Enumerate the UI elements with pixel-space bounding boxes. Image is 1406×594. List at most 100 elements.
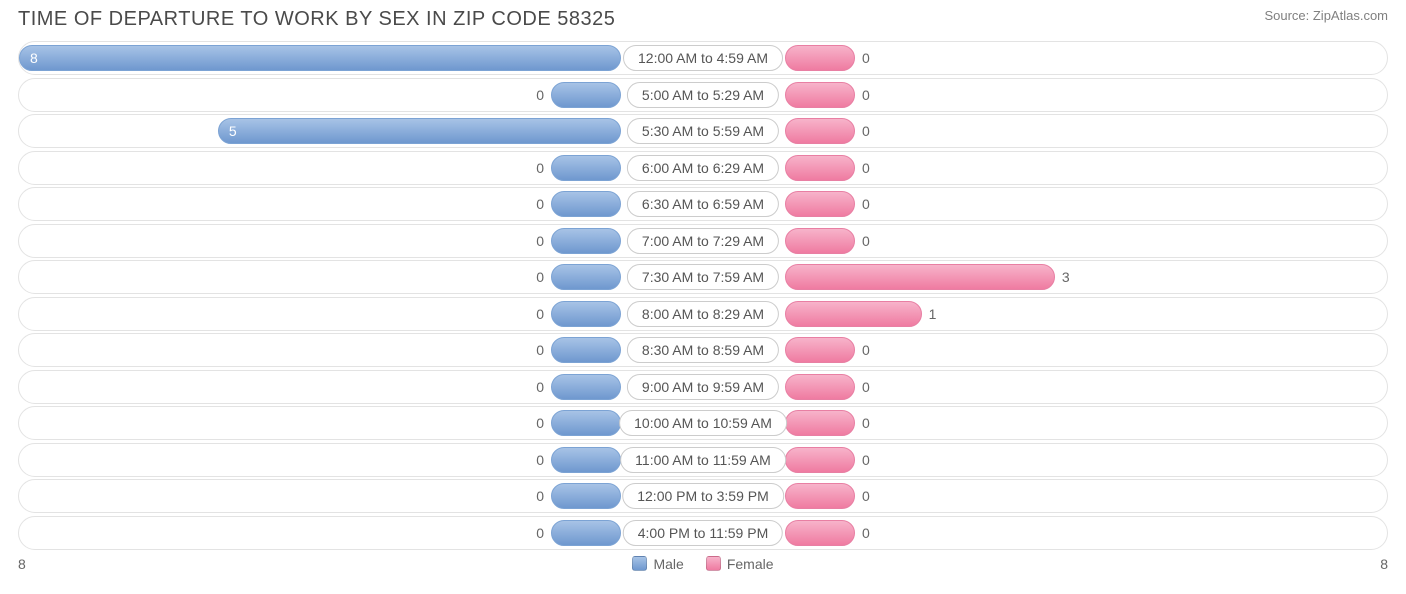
female-value: 0	[862, 452, 870, 468]
female-value: 0	[862, 342, 870, 358]
time-range-label: 11:00 AM to 11:59 AM	[620, 447, 786, 473]
male-bar: 0	[551, 82, 621, 108]
male-half: 0	[19, 298, 703, 330]
time-range-label: 7:00 AM to 7:29 AM	[627, 228, 779, 254]
chart-row: 12:00 AM to 4:59 AM80	[18, 41, 1388, 75]
female-half: 0	[703, 371, 1387, 403]
male-bar: 5	[218, 118, 621, 144]
chart-row: 5:00 AM to 5:29 AM0 0	[18, 78, 1388, 112]
chart-row: 7:00 AM to 7:29 AM00	[18, 224, 1388, 258]
male-value: 0	[536, 452, 544, 468]
female-value: 0	[862, 123, 870, 139]
legend-item-female: Female	[706, 556, 774, 572]
female-half: 0	[703, 225, 1387, 257]
legend-item-male: Male	[632, 556, 683, 572]
male-bar: 0	[551, 374, 621, 400]
female-half: 0	[703, 444, 1387, 476]
female-value: 0	[862, 415, 870, 431]
male-half: 0	[19, 261, 703, 293]
female-half: 0	[703, 79, 1387, 111]
chart-row: 6:00 AM to 6:29 AM00	[18, 151, 1388, 185]
chart-row: 6:30 AM to 6:59 AM00	[18, 187, 1388, 221]
chart-row: 10:00 AM to 10:59 AM00	[18, 406, 1388, 440]
male-value: 0	[536, 196, 544, 212]
female-bar: 3	[785, 264, 1055, 290]
male-half: 0	[19, 152, 703, 184]
chart-title: TIME OF DEPARTURE TO WORK BY SEX IN ZIP …	[18, 8, 615, 31]
diverging-bar-chart: 12:00 AM to 4:59 AM805:00 AM to 5:29 AM0…	[18, 41, 1388, 550]
male-half: 0	[19, 444, 703, 476]
male-bar: 0	[551, 228, 621, 254]
male-half: 5	[19, 115, 703, 147]
male-bar: 0	[551, 155, 621, 181]
male-value: 0	[536, 488, 544, 504]
time-range-label: 5:00 AM to 5:29 AM	[627, 82, 779, 108]
female-value: 0	[862, 525, 870, 541]
male-half: 0	[19, 407, 703, 439]
chart-row: 8:00 AM to 8:29 AM 0 1	[18, 297, 1388, 331]
axis-left-max: 8	[18, 556, 26, 572]
female-bar: 0	[785, 155, 855, 181]
male-half: 8	[19, 42, 703, 74]
time-range-label: 4:00 PM to 11:59 PM	[623, 520, 783, 546]
male-half: 0	[19, 334, 703, 366]
female-bar: 0	[785, 447, 855, 473]
male-value: 8	[30, 50, 38, 66]
female-bar: 1	[785, 301, 922, 327]
time-range-label: 5:30 AM to 5:59 AM	[627, 118, 779, 144]
male-half: 0	[19, 79, 703, 111]
male-value: 0	[536, 415, 544, 431]
legend-label-female: Female	[727, 556, 774, 572]
female-value: 0	[862, 196, 870, 212]
female-half: 0	[703, 517, 1387, 549]
male-bar: 0	[551, 520, 621, 546]
time-range-label: 8:00 AM to 8:29 AM	[627, 301, 779, 327]
female-bar: 0	[785, 118, 855, 144]
header: TIME OF DEPARTURE TO WORK BY SEX IN ZIP …	[18, 8, 1388, 31]
male-value: 0	[536, 525, 544, 541]
male-value: 0	[536, 160, 544, 176]
time-range-label: 6:00 AM to 6:29 AM	[627, 155, 779, 181]
female-bar: 0	[785, 82, 855, 108]
male-value: 0	[536, 306, 544, 322]
male-half: 0	[19, 480, 703, 512]
female-value: 0	[862, 488, 870, 504]
male-value: 5	[229, 123, 237, 139]
female-bar: 0	[785, 228, 855, 254]
female-half: 0	[703, 188, 1387, 220]
female-value: 0	[862, 160, 870, 176]
male-value: 0	[536, 233, 544, 249]
time-range-label: 6:30 AM to 6:59 AM	[627, 191, 779, 217]
male-bar: 0	[551, 337, 621, 363]
chart-row: 9:00 AM to 9:59 AM00	[18, 370, 1388, 404]
chart-row: 7:30 AM to 7:59 AM03	[18, 260, 1388, 294]
female-value: 0	[862, 233, 870, 249]
time-range-label: 12:00 PM to 3:59 PM	[622, 483, 784, 509]
female-half: 0	[703, 480, 1387, 512]
legend: Male Female	[632, 556, 773, 572]
male-value: 0	[536, 342, 544, 358]
male-bar: 8	[19, 45, 621, 71]
male-bar: 0	[551, 264, 621, 290]
female-half: 0	[703, 42, 1387, 74]
female-bar: 0	[785, 374, 855, 400]
time-range-label: 7:30 AM to 7:59 AM	[627, 264, 779, 290]
female-bar: 0	[785, 410, 855, 436]
chart-row: 11:00 AM to 11:59 AM00	[18, 443, 1388, 477]
chart-row: 4:00 PM to 11:59 PM00	[18, 516, 1388, 550]
male-bar: 0	[551, 483, 621, 509]
chart-row: 12:00 PM to 3:59 PM00	[18, 479, 1388, 513]
chart-row: 5:30 AM to 5:59 AM 5 0	[18, 114, 1388, 148]
female-bar: 0	[785, 191, 855, 217]
female-value: 0	[862, 379, 870, 395]
legend-label-male: Male	[653, 556, 683, 572]
female-bar: 0	[785, 520, 855, 546]
male-value: 0	[536, 379, 544, 395]
male-bar: 0	[551, 410, 621, 436]
female-half: 0	[703, 152, 1387, 184]
source-attribution: Source: ZipAtlas.com	[1264, 8, 1388, 23]
male-value: 0	[536, 269, 544, 285]
female-half: 3	[703, 261, 1387, 293]
female-bar: 0	[785, 337, 855, 363]
female-half: 0	[703, 334, 1387, 366]
